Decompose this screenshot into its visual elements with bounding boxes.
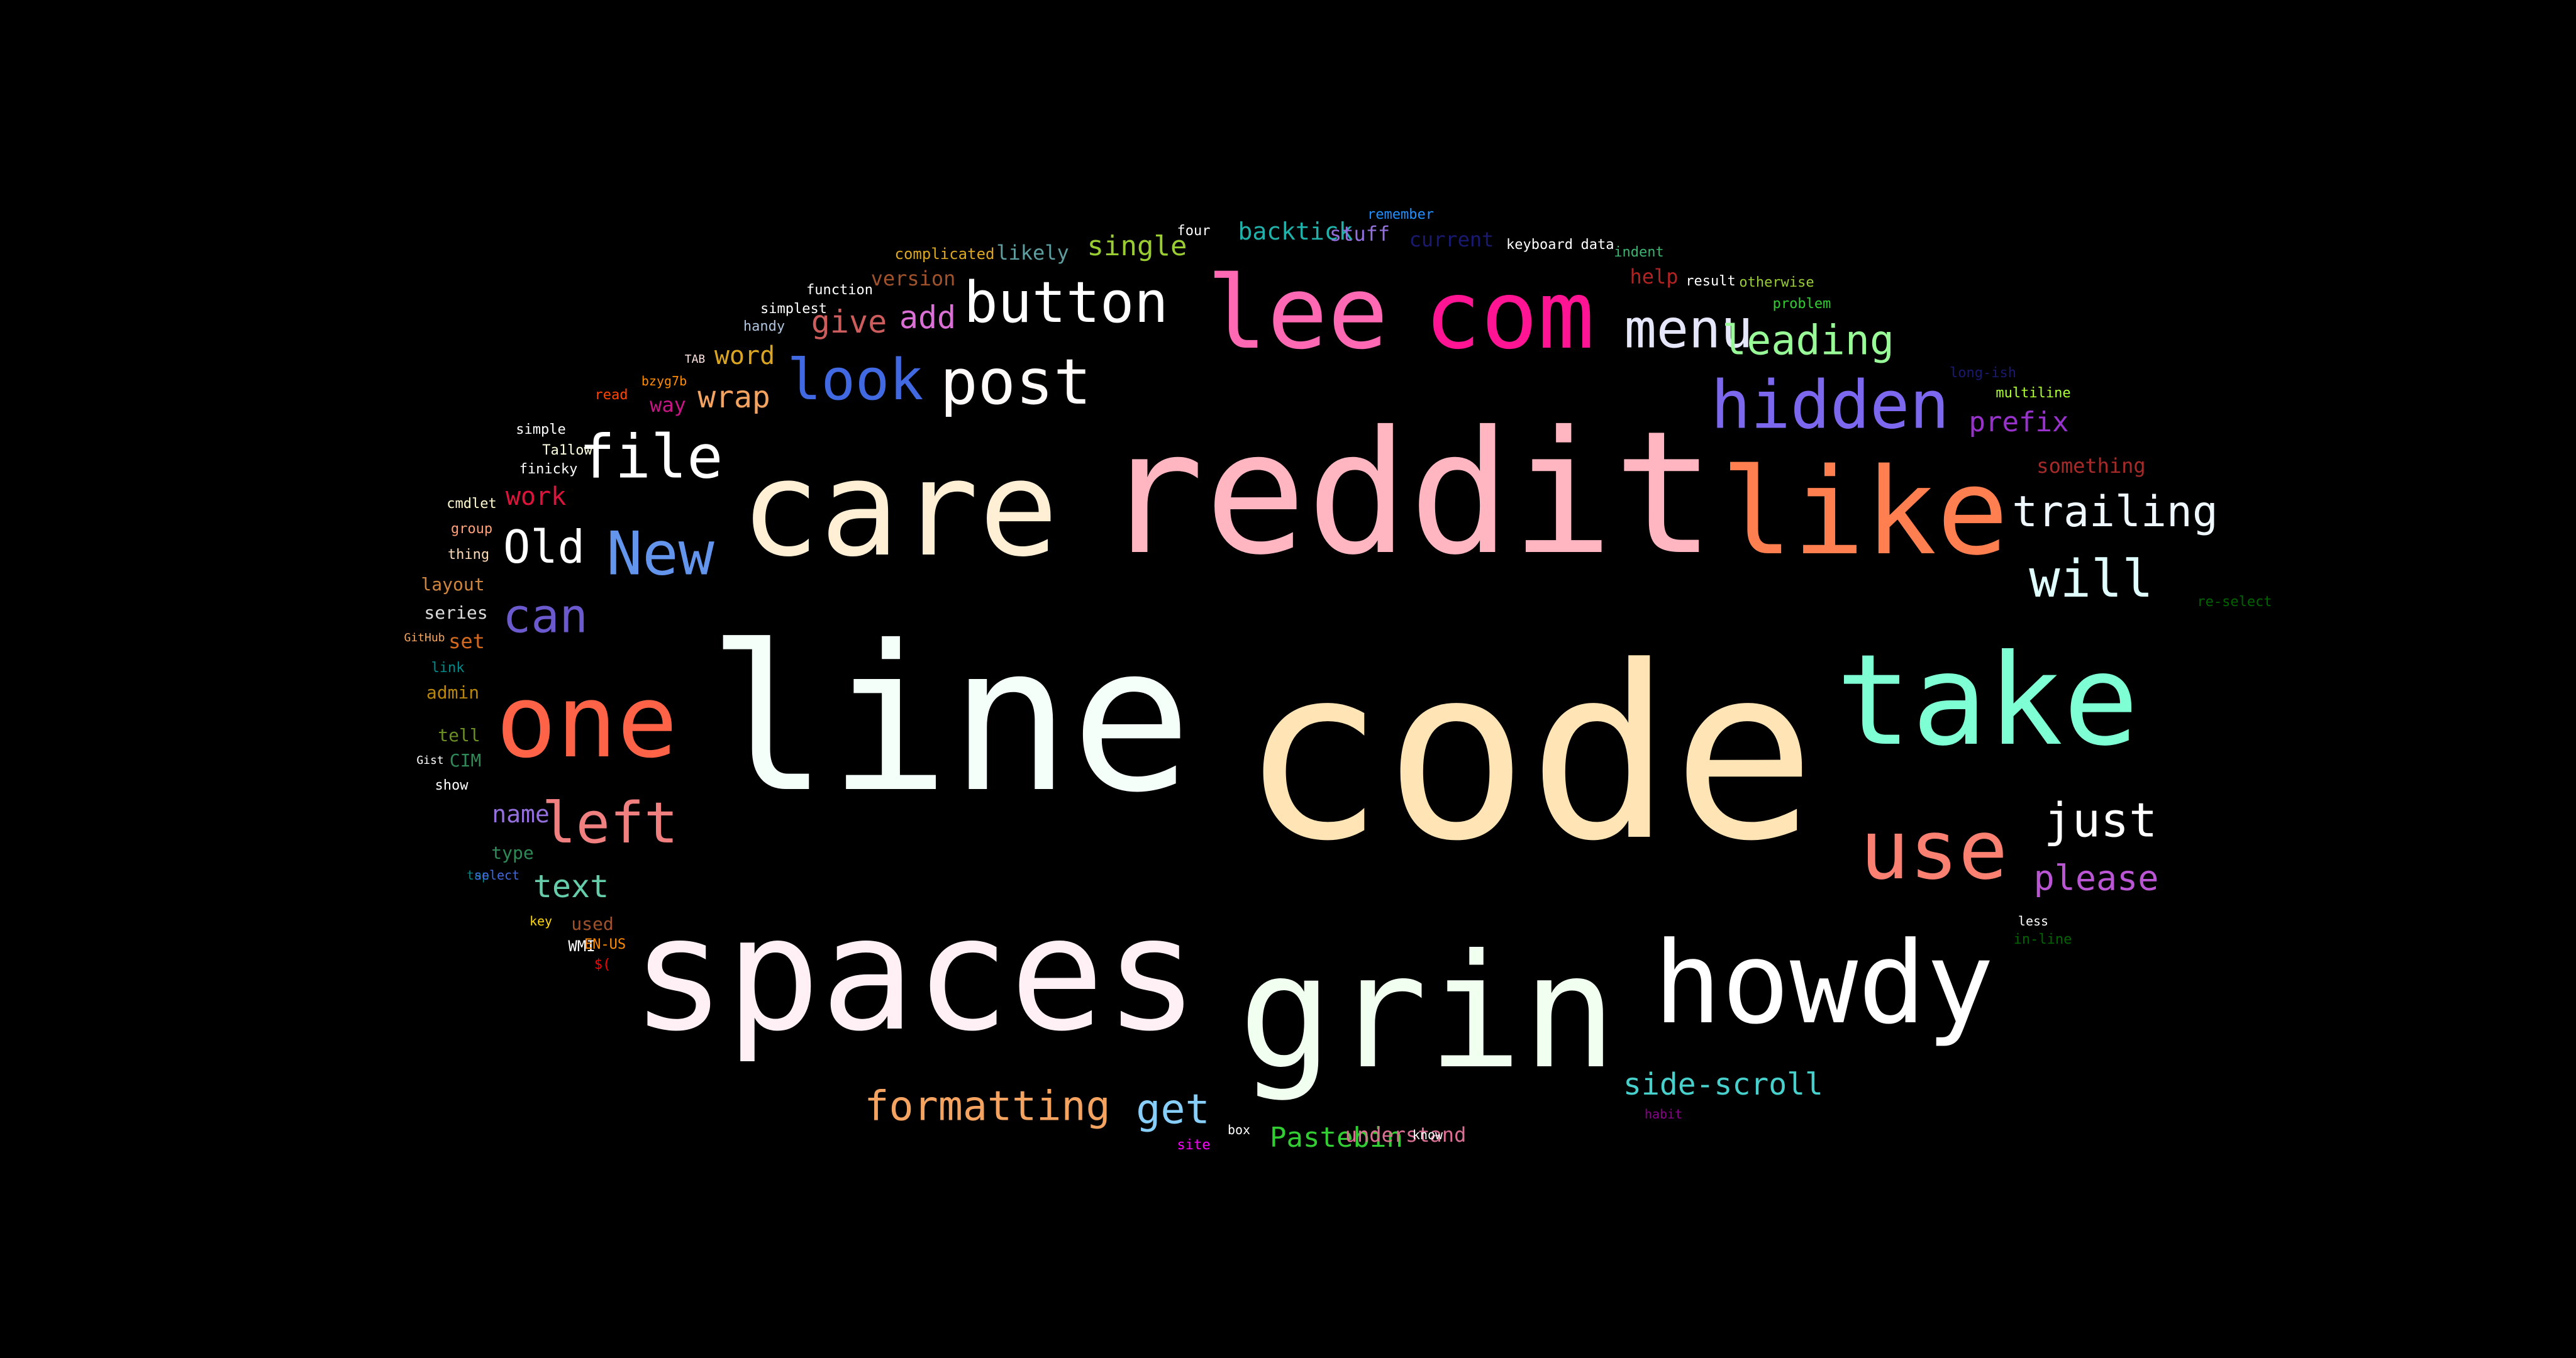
- word-simple: simple: [516, 422, 566, 438]
- word-com: com: [1424, 261, 1595, 370]
- word-hidden: hidden: [1711, 367, 1950, 444]
- word-en-us: EN-US: [584, 937, 626, 952]
- word-help: help: [1629, 265, 1679, 289]
- word-complicated: complicated: [894, 245, 995, 263]
- word-problem: problem: [1772, 296, 1831, 312]
- word-old: Old: [502, 521, 586, 573]
- word-github: GitHub: [404, 631, 445, 644]
- word-side-scroll: side-scroll: [1623, 1067, 1823, 1102]
- word-cmdlet: cmdlet: [447, 496, 497, 512]
- word-code: code: [1240, 615, 1816, 893]
- word-four: four: [1177, 223, 1211, 239]
- word-get: get: [1136, 1086, 1210, 1134]
- word-understand: understand: [1345, 1123, 1467, 1147]
- word-backtick: backtick: [1238, 218, 1353, 245]
- word-finicky: finicky: [519, 461, 578, 477]
- word-layout: layout: [421, 574, 485, 595]
- word-result: result: [1685, 273, 1736, 289]
- word-ta1low: Ta1low: [542, 443, 592, 458]
- word-tell: tell: [438, 725, 480, 746]
- word-data: data: [1580, 237, 1614, 253]
- word-add: add: [899, 299, 957, 336]
- word-key: key: [529, 914, 553, 929]
- word-pastebin: Pastebin: [1270, 1122, 1403, 1154]
- word-new: New: [606, 519, 714, 589]
- word-simplest: simplest: [760, 301, 827, 317]
- word-function: function: [806, 282, 873, 298]
- word-post: post: [940, 345, 1092, 419]
- word-box: box: [1227, 1122, 1251, 1137]
- word-bzyg7b: bzyg7b: [641, 373, 687, 389]
- word-will: will: [2029, 549, 2153, 609]
- word-long-ish: long-ish: [1950, 365, 2016, 381]
- word-grin: grin: [1238, 920, 1618, 1103]
- word-can: can: [502, 588, 588, 644]
- word-link: link: [431, 660, 465, 676]
- word-work: work: [505, 482, 567, 511]
- word-set: set: [448, 629, 485, 653]
- word-keyboard: keyboard: [1506, 237, 1573, 253]
- word-wrap: wrap: [697, 380, 770, 415]
- word-word: word: [714, 341, 775, 370]
- word-version: version: [870, 267, 956, 290]
- word-show: show: [435, 778, 469, 793]
- word-look: look: [787, 347, 924, 413]
- word-menu: menu: [1624, 298, 1753, 361]
- word-stuff: stuff: [1329, 222, 1391, 246]
- word-tap: tap: [466, 868, 490, 883]
- word-re-select: re-select: [2197, 594, 2272, 610]
- word-prefix: prefix: [1968, 406, 2069, 438]
- word-in-line: in-line: [2013, 932, 2072, 947]
- word-symbol: $(: [594, 957, 611, 973]
- word-remember: remember: [1367, 207, 1434, 223]
- word-tab: TAB: [684, 353, 706, 366]
- word-multiline: multiline: [1996, 385, 2071, 401]
- word-site: site: [1177, 1137, 1211, 1153]
- word-button: button: [963, 270, 1169, 336]
- word-know: know: [1412, 1127, 1443, 1142]
- word-handy: handy: [743, 319, 786, 334]
- word-otherwise: otherwise: [1739, 275, 1814, 290]
- word-less: less: [2018, 914, 2049, 929]
- word-trailing: trailing: [2012, 487, 2218, 537]
- word-take: take: [1836, 627, 2139, 774]
- word-use: use: [1860, 802, 2008, 898]
- word-line: line: [707, 603, 1192, 837]
- word-type: type: [491, 842, 534, 863]
- word-used: used: [571, 914, 614, 934]
- word-howdy: howdy: [1653, 918, 1994, 1049]
- word-just: just: [2043, 792, 2158, 848]
- word-one: one: [496, 663, 678, 780]
- word-series: series: [424, 602, 488, 623]
- word-like: like: [1721, 443, 2009, 582]
- word-formatting: formatting: [864, 1083, 1111, 1130]
- word-habit: habit: [1644, 1107, 1683, 1122]
- word-current: current: [1409, 228, 1494, 251]
- word-thing: thing: [447, 547, 490, 563]
- word-file: file: [579, 422, 723, 492]
- word-leading: leading: [1722, 317, 1894, 365]
- word-gist: Gist: [416, 754, 444, 767]
- word-way: way: [650, 393, 686, 417]
- word-give: give: [811, 304, 887, 340]
- word-indent: indent: [1614, 245, 1664, 260]
- word-group: group: [450, 521, 493, 537]
- word-wmi: WMI: [568, 937, 596, 955]
- word-reddit: reddit: [1102, 394, 1716, 592]
- word-left: left: [541, 790, 679, 856]
- word-text: text: [533, 868, 609, 905]
- word-likely: likely: [996, 241, 1069, 265]
- word-care: care: [740, 432, 1058, 586]
- word-name: name: [492, 800, 550, 828]
- word-admin: admin: [426, 682, 480, 703]
- word-single: single: [1087, 230, 1187, 262]
- word-please: please: [2033, 858, 2159, 898]
- word-lee: lee: [1206, 254, 1389, 372]
- word-cim: CIM: [449, 750, 482, 771]
- word-select: select: [474, 868, 520, 883]
- word-read: read: [594, 387, 628, 403]
- word-something: something: [2036, 454, 2146, 478]
- word-spaces: spaces: [631, 883, 1199, 1066]
